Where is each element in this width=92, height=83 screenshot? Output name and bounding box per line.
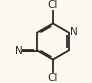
Text: Cl: Cl xyxy=(48,73,58,83)
Text: Cl: Cl xyxy=(48,0,58,10)
Text: N: N xyxy=(70,27,78,38)
Text: N: N xyxy=(15,45,22,56)
